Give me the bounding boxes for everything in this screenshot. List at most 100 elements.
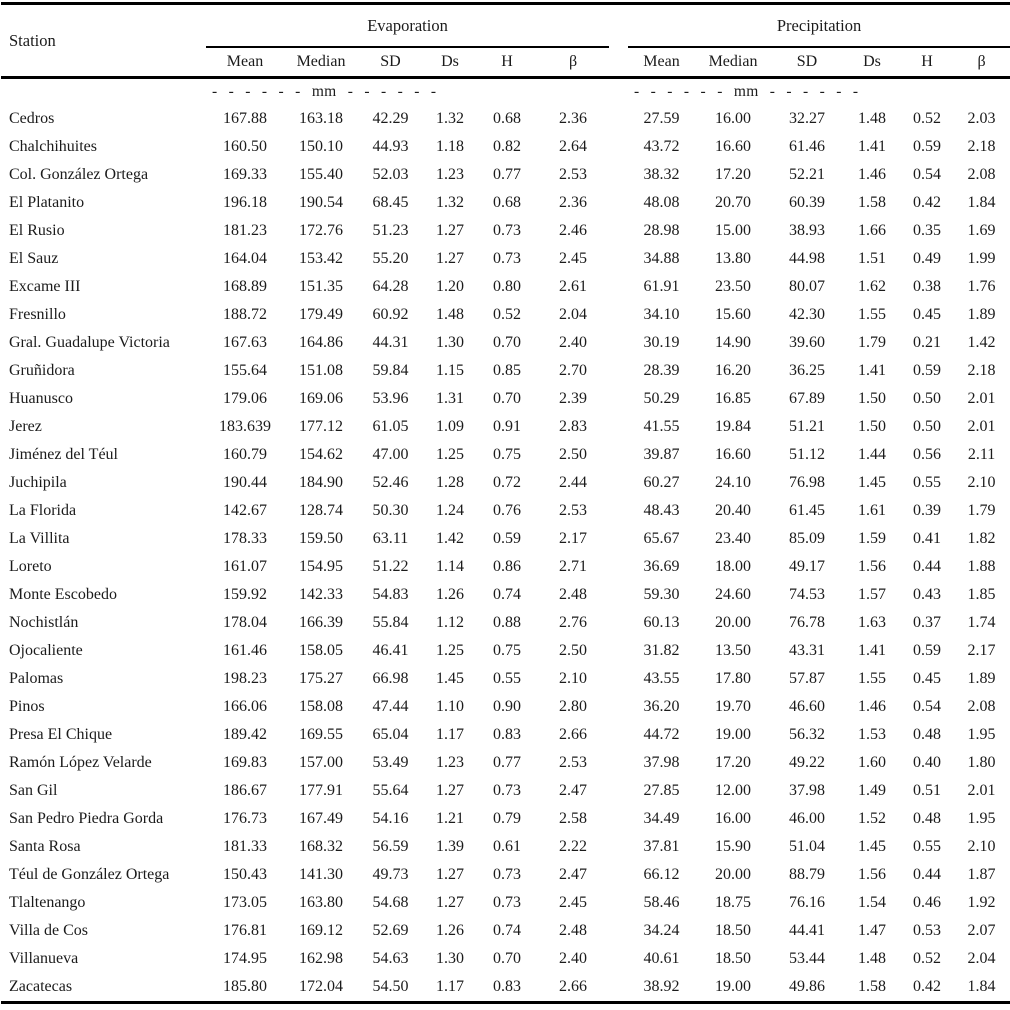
precipitation-value-cell: 1.52: [858, 809, 887, 827]
evaporation-value-cell: 52.03: [372, 165, 409, 183]
evap-ds-header: Ds: [423, 47, 477, 79]
column-gap: [609, 525, 628, 553]
column-gap: [609, 3, 629, 79]
precipitation-value-cell: 43.55: [643, 669, 680, 687]
evaporation-value-cell: 1.32: [436, 193, 464, 211]
column-gap: [609, 245, 628, 273]
precipitation-value-cell: 0.52: [913, 109, 942, 127]
precipitation-value-cell: 36.20: [643, 697, 680, 715]
precipitation-value-cell: 67.89: [789, 389, 826, 407]
precipitation-value-cell: 0.52: [913, 949, 942, 967]
precipitation-value-cell: 1.41: [858, 361, 887, 379]
precip-sd-header: SD: [771, 47, 844, 79]
evaporation-value-cell: 1.42: [436, 529, 464, 547]
precipitation-value-cell: 38.93: [789, 221, 826, 239]
evaporation-value-cell: 163.80: [299, 893, 343, 911]
precipitation-value-cell: 0.38: [913, 277, 942, 295]
evaporation-value-cell: 0.61: [493, 837, 521, 855]
station-cell: El Sauz: [9, 249, 59, 267]
evaporation-value-cell: 2.58: [559, 809, 587, 827]
station-cell: Monte Escobedo: [9, 585, 117, 603]
precipitation-value-cell: 1.87: [967, 865, 996, 883]
station-cell: Huanusco: [9, 389, 73, 407]
precipitation-value-cell: 60.27: [643, 473, 680, 491]
table-row: El Sauz 164.04 153.42 55.20 1.27 0.73 2.45 34.8…: [1, 245, 1010, 273]
precipitation-value-cell: 15.00: [715, 221, 752, 239]
precipitation-value-cell: 0.46: [913, 893, 942, 911]
precipitation-value-cell: 61.91: [643, 277, 680, 295]
precipitation-value-cell: 37.81: [643, 837, 680, 855]
station-cell: Juchipila: [9, 473, 67, 491]
evaporation-value-cell: 1.45: [436, 669, 464, 687]
precipitation-value-cell: 19.70: [715, 697, 752, 715]
precip-h-header: H: [901, 47, 954, 79]
evaporation-value-cell: 1.24: [436, 501, 464, 519]
precipitation-value-cell: 19.00: [715, 725, 752, 743]
precipitation-value-cell: 2.10: [967, 837, 996, 855]
evaporation-value-cell: 1.17: [436, 725, 464, 743]
evaporation-value-cell: 44.31: [372, 333, 409, 351]
evaporation-value-cell: 56.59: [372, 837, 409, 855]
evaporation-value-cell: 2.47: [559, 865, 587, 883]
evaporation-value-cell: 169.55: [299, 725, 343, 743]
column-gap: [609, 133, 628, 161]
precipitation-value-cell: 1.58: [858, 193, 887, 211]
evaporation-value-cell: 0.73: [493, 781, 521, 799]
evaporation-value-cell: 59.84: [372, 361, 409, 379]
evaporation-value-cell: 2.53: [559, 501, 587, 519]
precipitation-value-cell: 1.47: [858, 921, 887, 939]
station-cell: Ramón López Velarde: [9, 753, 152, 771]
precipitation-value-cell: 49.17: [789, 557, 826, 575]
evaporation-value-cell: 1.27: [436, 249, 464, 267]
precipitation-value-cell: 0.45: [913, 305, 942, 323]
table-row: Pinos 166.06 158.08 47.44 1.10 0.90 2.80 36.20 1…: [1, 693, 1010, 721]
precipitation-value-cell: 18.00: [715, 557, 752, 575]
evaporation-value-cell: 0.70: [493, 333, 521, 351]
evaporation-value-cell: 50.30: [372, 501, 409, 519]
table-row: Zacatecas 185.80 172.04 54.50 1.17 0.83 2.66 38…: [1, 973, 1010, 1003]
evap-beta-header: β: [537, 47, 610, 79]
evaporation-value-cell: 150.43: [223, 865, 267, 883]
precipitation-value-cell: 34.49: [643, 809, 680, 827]
evaporation-value-cell: 54.68: [372, 893, 409, 911]
precipitation-value-cell: 2.04: [967, 949, 996, 967]
evaporation-value-cell: 1.39: [436, 837, 464, 855]
evap-mean-header: Mean: [206, 47, 284, 79]
table-row: Fresnillo 188.72 179.49 60.92 1.48 0.52 2.04 34…: [1, 301, 1010, 329]
precipitation-value-cell: 32.27: [789, 109, 826, 127]
evaporation-value-cell: 155.64: [223, 361, 267, 379]
evaporation-value-cell: 68.45: [372, 193, 409, 211]
evaporation-value-cell: 142.33: [299, 585, 343, 603]
precipitation-value-cell: 48.43: [643, 501, 680, 519]
evaporation-value-cell: 47.44: [372, 697, 409, 715]
evaporation-value-cell: 55.84: [372, 613, 409, 631]
precipitation-value-cell: 1.95: [967, 809, 996, 827]
evaporation-value-cell: 1.31: [436, 389, 464, 407]
precipitation-value-cell: 15.60: [715, 305, 752, 323]
precipitation-value-cell: 36.25: [789, 361, 826, 379]
precipitation-value-cell: 0.50: [913, 417, 942, 435]
precipitation-value-cell: 0.44: [913, 865, 942, 883]
evaporation-value-cell: 190.54: [299, 193, 343, 211]
station-cell: Fresnillo: [9, 305, 66, 323]
precipitation-value-cell: 46.60: [789, 697, 826, 715]
precipitation-value-cell: 1.89: [967, 305, 996, 323]
precipitation-value-cell: 16.60: [715, 137, 752, 155]
precipitation-value-cell: 61.46: [789, 137, 826, 155]
evaporation-value-cell: 198.23: [223, 669, 267, 687]
precipitation-value-cell: 23.50: [715, 277, 752, 295]
evaporation-value-cell: 60.92: [372, 305, 409, 323]
precipitation-value-cell: 0.35: [913, 221, 942, 239]
column-gap: [609, 189, 628, 217]
precipitation-value-cell: 1.56: [858, 557, 887, 575]
column-gap: [609, 945, 628, 973]
precipitation-value-cell: 0.54: [913, 697, 942, 715]
precipitation-value-cell: 51.21: [789, 417, 826, 435]
evaporation-value-cell: 177.12: [299, 417, 343, 435]
column-gap: [609, 749, 628, 777]
precipitation-value-cell: 18.75: [715, 893, 752, 911]
evaporation-value-cell: 159.50: [299, 529, 343, 547]
evaporation-value-cell: 178.04: [223, 613, 267, 631]
precipitation-value-cell: 76.16: [789, 893, 826, 911]
precipitation-value-cell: 2.01: [967, 389, 996, 407]
